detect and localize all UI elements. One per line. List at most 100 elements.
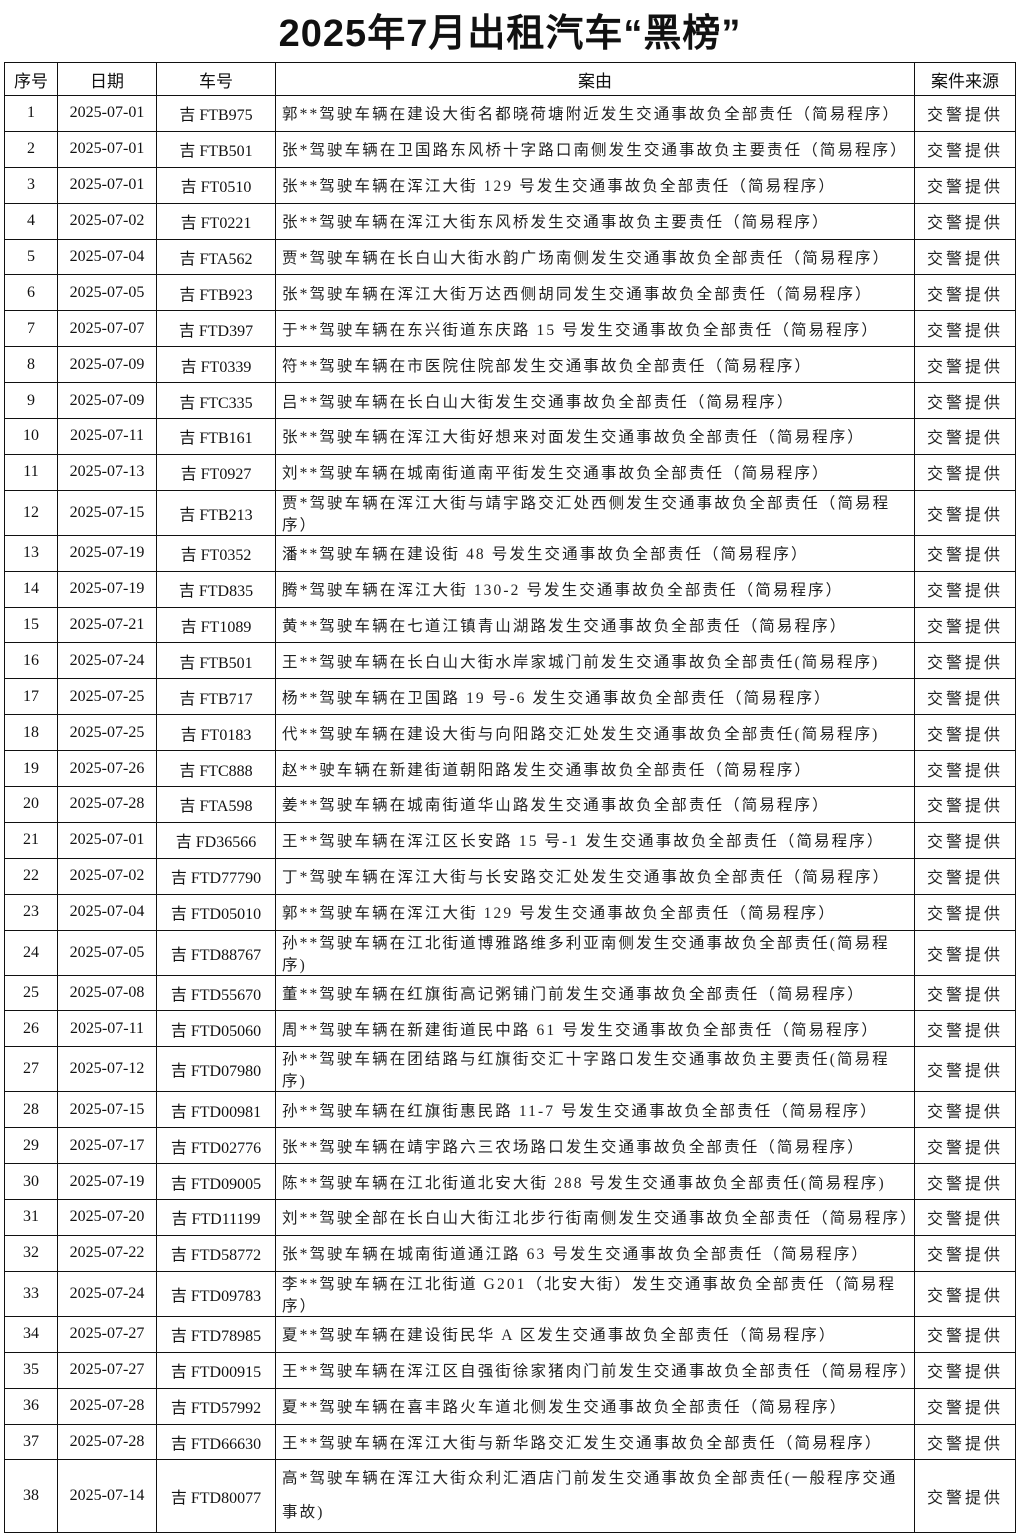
table-body: 1 2025-07-01 吉 FTB975 郭**驾驶车辆在建设大街名都晓荷塘附近发生… (4, 95, 1016, 1533)
cell-source: 交警提供 (914, 929, 1016, 976)
cell-index: 15 (4, 606, 58, 644)
table-row: 20 2025-07-28 吉 FTA598 姜**驾驶车辆在城南街道华山路发生交通事… (4, 786, 1016, 823)
cell-index: 8 (4, 346, 58, 384)
cell-plate: 吉 FTD05010 (156, 893, 276, 931)
cell-source: 交警提供 (914, 893, 1016, 931)
cell-date: 2025-07-19 (57, 570, 157, 608)
cell-source: 交警提供 (914, 1234, 1016, 1272)
cell-reason: 黄**驾驶车辆在七道江镇青山湖路发生交通事故负全部责任（简易程序） (275, 606, 915, 644)
cell-source: 交警提供 (914, 95, 1016, 132)
cell-date: 2025-07-14 (57, 1459, 157, 1533)
cell-reason: 刘**驾驶全部在长白山大街江北步行街南侧发生交通事故负全部责任（简易程序） (275, 1199, 915, 1236)
cell-index: 37 (4, 1423, 58, 1461)
header-plate: 车号 (156, 62, 276, 96)
cell-source: 交警提供 (914, 786, 1016, 823)
table-row: 3 2025-07-01 吉 FT0510 张**驾驶车辆在浑江大街 129 号发生交… (4, 166, 1016, 204)
cell-reason: 孙**驾驶车辆在江北街道博雅路维多利亚南侧发生交通事故负全部责任(简易程序) (275, 929, 915, 976)
cell-date: 2025-07-04 (57, 893, 157, 931)
cell-source: 交警提供 (914, 1127, 1016, 1165)
cell-index: 33 (4, 1270, 58, 1317)
cell-date: 2025-07-26 (57, 750, 157, 788)
table-row: 25 2025-07-08 吉 FTD55670 董**驾驶车辆在红旗街高记粥铺门前发… (4, 974, 1016, 1012)
cell-plate: 吉 FTD835 (156, 570, 276, 608)
cell-index: 4 (4, 202, 58, 240)
cell-source: 交警提供 (914, 274, 1016, 312)
cell-reason: 王**驾驶车辆在浑江大街与新华路交汇发生交通事故负全部责任（简易程序） (275, 1423, 915, 1461)
table-row: 36 2025-07-28 吉 FTD57992 夏**驾驶车辆在喜丰路火车道北侧发生… (4, 1387, 1016, 1425)
cell-index: 16 (4, 642, 58, 680)
cell-plate: 吉 FTD80077 (156, 1459, 276, 1533)
cell-source: 交警提供 (914, 346, 1016, 384)
header-reason: 案由 (275, 62, 915, 96)
cell-index: 20 (4, 786, 58, 823)
cell-plate: 吉 FTD66630 (156, 1423, 276, 1461)
cell-date: 2025-07-25 (57, 714, 157, 752)
cell-date: 2025-07-15 (57, 489, 157, 536)
cell-reason: 潘**驾驶车辆在建设街 48 号发生交通事故负全部责任（简易程序） (275, 534, 915, 572)
cell-index: 23 (4, 893, 58, 931)
cell-index: 2 (4, 130, 58, 168)
cell-source: 交警提供 (914, 1351, 1016, 1389)
cell-reason: 赵**驶车辆在新建街道朝阳路发生交通事故负全部责任（简易程序） (275, 750, 915, 788)
cell-date: 2025-07-08 (57, 974, 157, 1012)
table-row: 35 2025-07-27 吉 FTD00915 王**驾驶车辆在浑江区自强街徐家猪肉… (4, 1351, 1016, 1389)
header-date: 日期 (57, 62, 157, 96)
cell-source: 交警提供 (914, 678, 1016, 716)
cell-source: 交警提供 (914, 489, 1016, 536)
cell-plate: 吉 FT1089 (156, 606, 276, 644)
table-row: 5 2025-07-04 吉 FTA562 贾*驾驶车辆在长白山大街水韵广场南侧发生交… (4, 238, 1016, 276)
cell-reason: 孙**驾驶车辆在红旗街惠民路 11-7 号发生交通事故负全部责任（简易程序） (275, 1091, 915, 1129)
cell-date: 2025-07-15 (57, 1091, 157, 1129)
cell-reason: 符**驾驶车辆在市医院住院部发生交通事故负全部责任（简易程序） (275, 346, 915, 384)
cell-date: 2025-07-02 (57, 857, 157, 895)
cell-index: 30 (4, 1163, 58, 1201)
table-row: 28 2025-07-15 吉 FTD00981 孙**驾驶车辆在红旗街惠民路 11-… (4, 1091, 1016, 1129)
cell-reason: 腾*驾驶车辆在浑江大街 130-2 号发生交通事故负全部责任（简易程序） (275, 570, 915, 608)
cell-date: 2025-07-05 (57, 929, 157, 976)
table-row: 7 2025-07-07 吉 FTD397 于**驾驶车辆在东兴街道东庆路 15 号发… (4, 310, 1016, 348)
cell-date: 2025-07-13 (57, 453, 157, 491)
page-title: 2025年7月出租汽车“黑榜” (278, 13, 742, 55)
cell-reason: 郭**驾驶车辆在浑江大街 129 号发生交通事故负全部责任（简易程序） (275, 893, 915, 931)
cell-date: 2025-07-12 (57, 1046, 157, 1093)
cell-source: 交警提供 (914, 1459, 1016, 1533)
cell-index: 19 (4, 750, 58, 788)
cell-reason: 张**驾驶车辆在靖宇路六三农场路口发生交通事故负全部责任（简易程序） (275, 1127, 915, 1165)
cell-date: 2025-07-01 (57, 821, 157, 859)
cell-index: 10 (4, 418, 58, 455)
cell-reason: 董**驾驶车辆在红旗街高记粥铺门前发生交通事故负全部责任（简易程序） (275, 974, 915, 1012)
cell-reason: 张*驾驶车辆在城南街道通江路 63 号发生交通事故负全部责任（简易程序） (275, 1234, 915, 1272)
cell-source: 交警提供 (914, 166, 1016, 204)
cell-reason: 郭**驾驶车辆在建设大街名都晓荷塘附近发生交通事故负全部责任（简易程序） (275, 95, 915, 132)
cell-source: 交警提供 (914, 130, 1016, 168)
cell-reason: 张**驾驶车辆在浑江大街东风桥发生交通事故负主要责任（简易程序） (275, 202, 915, 240)
cell-plate: 吉 FT0339 (156, 346, 276, 384)
cell-date: 2025-07-24 (57, 1270, 157, 1317)
cell-plate: 吉 FTD78985 (156, 1315, 276, 1353)
table-row: 16 2025-07-24 吉 FTB501 王**驾驶车辆在长白山大街水岸家城门前发… (4, 642, 1016, 680)
cell-reason: 贾*驾驶车辆在浑江大街与靖宇路交汇处西侧发生交通事故负全部责任（简易程序） (275, 489, 915, 536)
cell-source: 交警提供 (914, 1315, 1016, 1353)
cell-source: 交警提供 (914, 1163, 1016, 1201)
table-row: 24 2025-07-05 吉 FTD88767 孙**驾驶车辆在江北街道博雅路维多利… (4, 929, 1016, 976)
cell-index: 31 (4, 1199, 58, 1236)
cell-date: 2025-07-11 (57, 418, 157, 455)
table-row: 32 2025-07-22 吉 FTD58772 张*驾驶车辆在城南街道通江路 63 … (4, 1234, 1016, 1272)
cell-plate: 吉 FTD02776 (156, 1127, 276, 1165)
cell-reason: 孙**驾驶车辆在团结路与红旗街交汇十字路口发生交通事故负主要责任(简易程序) (275, 1046, 915, 1093)
cell-index: 21 (4, 821, 58, 859)
cell-date: 2025-07-07 (57, 310, 157, 348)
cell-plate: 吉 FTD11199 (156, 1199, 276, 1236)
cell-reason: 代**驾驶车辆在建设大街与向阳路交汇处发生交通事故负全部责任(简易程序) (275, 714, 915, 752)
cell-plate: 吉 FTB501 (156, 642, 276, 680)
cell-date: 2025-07-27 (57, 1315, 157, 1353)
cell-date: 2025-07-04 (57, 238, 157, 276)
cell-date: 2025-07-28 (57, 1423, 157, 1461)
cell-plate: 吉 FTD09005 (156, 1163, 276, 1201)
cell-reason: 杨**驾驶车辆在卫国路 19 号-6 发生交通事故负全部责任（简易程序） (275, 678, 915, 716)
cell-date: 2025-07-09 (57, 346, 157, 384)
cell-reason: 王**驾驶车辆在长白山大街水岸家城门前发生交通事故负全部责任(简易程序) (275, 642, 915, 680)
cell-source: 交警提供 (914, 310, 1016, 348)
cell-index: 24 (4, 929, 58, 976)
table-row: 1 2025-07-01 吉 FTB975 郭**驾驶车辆在建设大街名都晓荷塘附近发生… (4, 95, 1016, 132)
